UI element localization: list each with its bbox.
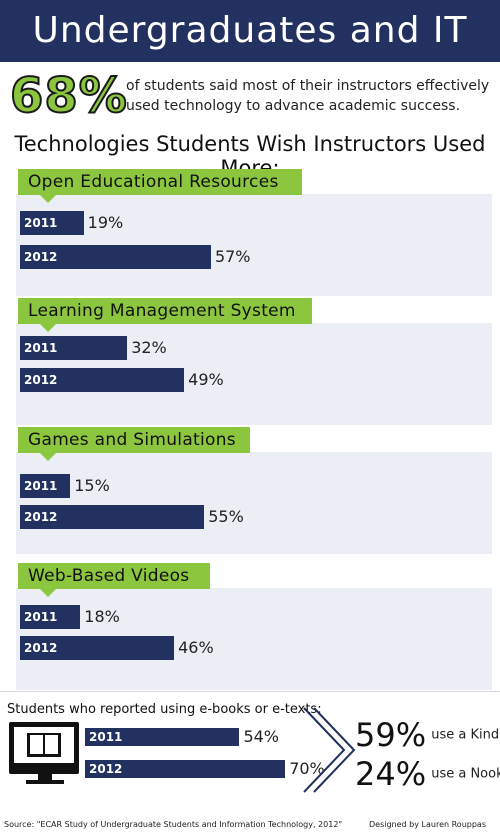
bar-value-label: 70%: [289, 759, 325, 778]
chevron-right-icon: [303, 707, 356, 793]
monitor-screen: [14, 727, 74, 763]
nook-percent: 24%: [355, 755, 427, 793]
chart-panel-games-and-simulations: [16, 452, 492, 554]
bar-2011: 2011: [20, 474, 71, 498]
source-citation: Source: "ECAR Study of Undergraduate Stu…: [4, 820, 343, 829]
headline-text: of students said most of their instructo…: [126, 78, 490, 114]
bar-value-label: 18%: [84, 607, 120, 626]
section-divider: [0, 691, 500, 692]
chart-subtitle: Technologies Students Wish Instructors U…: [14, 132, 486, 180]
bar-2012: 2012: [20, 505, 205, 529]
nook-label: use a Nook: [431, 766, 500, 782]
category-tag: Learning Management System: [18, 298, 312, 324]
tag-pointer-icon: [40, 324, 56, 332]
category-tag: Games and Simulations: [18, 427, 250, 453]
tag-pointer-icon: [40, 589, 56, 597]
bar-value-label: 19%: [87, 213, 124, 232]
bar-value-label: 32%: [131, 338, 167, 357]
bar-value-label: 46%: [178, 638, 214, 657]
category-tag: Open Educational Resources: [18, 169, 302, 195]
nook-stat: 24% use a Nook: [355, 755, 500, 793]
tag-pointer-icon: [40, 453, 56, 461]
designer-credit: Designed by Lauren Rouppas: [369, 820, 486, 829]
category-tag: Web-Based Videos: [18, 563, 210, 589]
kindle-label: use a Kindle: [431, 727, 500, 743]
bar-value-label: 55%: [208, 507, 244, 526]
kindle-percent: 59%: [355, 716, 427, 754]
computer-monitor-icon: [9, 722, 79, 774]
bar-2012: 2012: [20, 636, 175, 660]
book-icon: [27, 733, 61, 757]
bar-2011: 2011: [20, 605, 81, 629]
tag-pointer-icon: [40, 195, 56, 203]
bar-2011: 2011: [85, 728, 240, 746]
bar-2012: 2012: [20, 245, 211, 269]
bar-value-label: 49%: [188, 370, 224, 389]
bar-2012: 2012: [85, 760, 286, 778]
monitor-stand: [38, 774, 52, 780]
page-title: Undergraduates and IT: [0, 0, 500, 62]
bar-2012: 2012: [20, 368, 185, 392]
headline-percent: 68%: [9, 67, 128, 125]
footer: Source: "ECAR Study of Undergraduate Stu…: [0, 814, 500, 839]
bar-2011: 2011: [20, 211, 84, 235]
bar-value-label: 54%: [243, 727, 279, 746]
ebook-section-title: Students who reported using e-books or e…: [7, 702, 322, 717]
monitor-base: [26, 780, 64, 784]
bar-value-label: 57%: [214, 247, 251, 266]
kindle-stat: 59% use a Kindle: [355, 716, 500, 754]
bar-2011: 2011: [20, 336, 128, 360]
bar-value-label: 15%: [74, 476, 110, 495]
